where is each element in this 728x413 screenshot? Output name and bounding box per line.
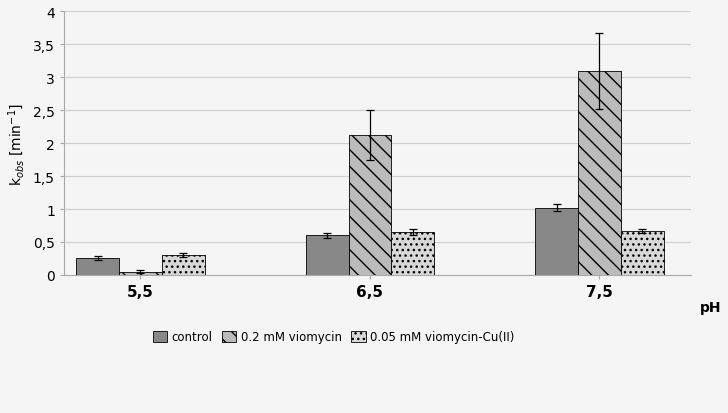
Bar: [119, 272, 162, 275]
Bar: [76, 259, 119, 275]
Text: pH: pH: [700, 300, 721, 314]
Bar: [621, 231, 664, 275]
Bar: [162, 256, 205, 275]
Bar: [349, 136, 392, 275]
Bar: [535, 208, 578, 275]
Y-axis label: k$_{obs}$ [min$^{-1}$]: k$_{obs}$ [min$^{-1}$]: [7, 102, 28, 185]
Legend: control, 0.2 mM viomycin, 0.05 mM viomycin-Cu(II): control, 0.2 mM viomycin, 0.05 mM viomyc…: [148, 326, 519, 348]
Bar: [578, 71, 621, 275]
Bar: [392, 233, 434, 275]
Bar: [306, 236, 349, 275]
